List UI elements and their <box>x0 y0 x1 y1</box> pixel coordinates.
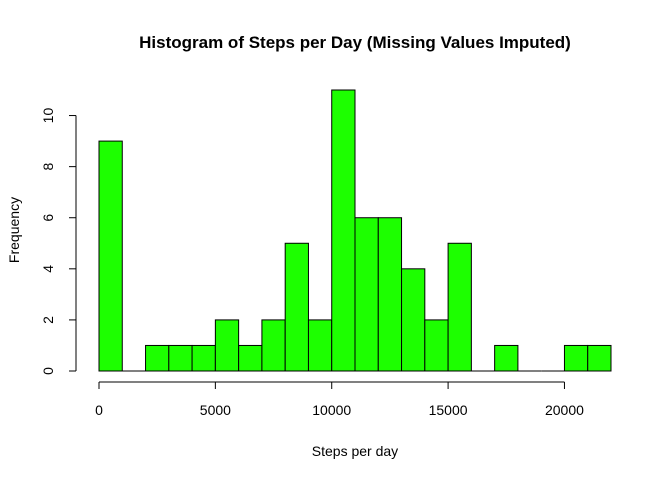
x-axis: 0 5000 10000 15000 20000 <box>95 381 584 418</box>
histogram-bar <box>587 344 612 372</box>
y-tick-label: 0 <box>40 367 56 375</box>
x-tick-label: 0 <box>95 402 103 418</box>
chart-title: Histogram of Steps per Day (Missing Valu… <box>139 33 571 52</box>
histogram-bar <box>214 319 240 372</box>
histogram-bar <box>238 344 263 372</box>
histogram-bar <box>447 242 472 372</box>
histogram-bar <box>168 344 193 372</box>
histogram-bar <box>261 319 286 372</box>
x-tick-label: 15000 <box>429 402 468 418</box>
histogram-bar <box>354 217 379 372</box>
y-axis-label: Frequency <box>6 197 22 263</box>
histogram-bar <box>284 242 309 372</box>
histogram-bar <box>563 344 589 372</box>
histogram-bar <box>98 140 123 372</box>
y-tick-label: 6 <box>40 214 56 222</box>
y-tick-label: 2 <box>40 316 56 324</box>
bars-group <box>98 89 612 372</box>
x-tick-label: 20000 <box>545 402 584 418</box>
y-tick-label: 8 <box>40 163 56 171</box>
histogram-bar <box>494 344 519 372</box>
x-tick-label: 10000 <box>312 402 351 418</box>
histogram-bar <box>377 217 403 372</box>
histogram-bar <box>145 344 170 372</box>
histogram-bar <box>331 89 356 372</box>
y-tick-label: 4 <box>40 265 56 273</box>
histogram-bar <box>424 319 449 372</box>
histogram-bar <box>307 319 333 372</box>
y-axis: 0 2 4 6 8 10 <box>40 108 77 375</box>
y-tick-label: 10 <box>40 108 56 124</box>
histogram-bar <box>401 268 426 372</box>
x-tick-label: 5000 <box>200 402 231 418</box>
x-axis-label: Steps per day <box>312 443 398 459</box>
histogram-bar <box>191 344 216 372</box>
